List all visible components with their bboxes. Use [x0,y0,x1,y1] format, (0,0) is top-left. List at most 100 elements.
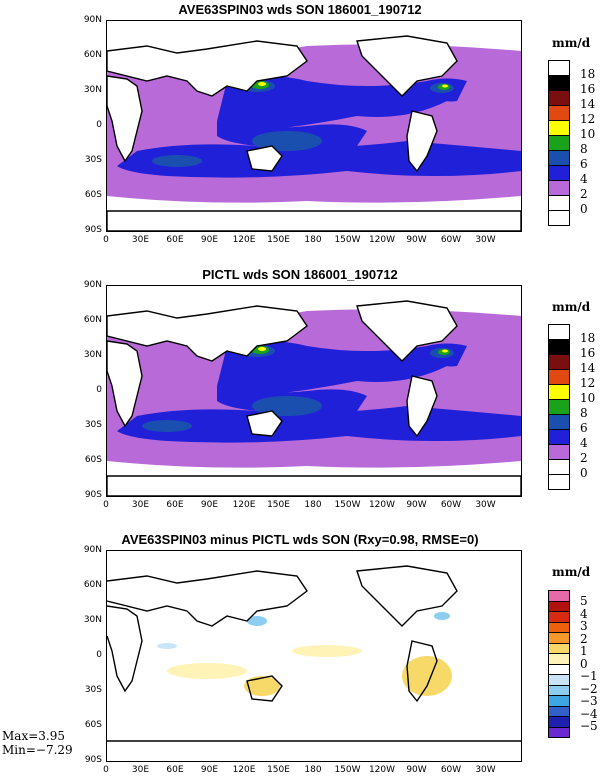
x-tick-label: 0 [103,235,109,245]
colorbar-label: 18 [580,67,596,81]
heatmap-difference [106,550,522,762]
colorbar-label: 2 [580,451,588,465]
colorbar-label: 16 [580,82,596,96]
y-tick-label: 0 [96,650,102,660]
x-tick-label: 180 [304,500,322,510]
y-tick-label: 90S [84,225,102,235]
x-tick-label: 150W [334,500,361,510]
x-tick-label: 120W [368,235,396,245]
y-tick-label: 30N [83,615,102,625]
colorbar-label: 14 [580,361,596,375]
colorbar-swatch [548,459,570,475]
colorbar-swatch [548,75,570,91]
x-tick-label: 90E [200,235,219,245]
x-tick-label: 60W [440,235,462,245]
x-tick-label: 60E [166,765,184,775]
y-tick-label: 90S [84,490,102,500]
y-tick-label: 30N [83,350,102,360]
colorbar-swatch [548,354,570,370]
colorbar-label: 4 [580,436,588,450]
colorbar-label: −3 [580,694,598,708]
x-tick-label: 120E [232,235,256,245]
colorbar-swatch [548,165,570,181]
x-tick-label: 90W [406,500,427,510]
x-tick-label: 90W [406,765,427,775]
colorbar-swatch [548,90,570,106]
colorbar-label: 5 [580,594,588,608]
colorbar-label: 0 [580,202,588,216]
y-tick-label: 30S [84,420,102,430]
colorbar-label: 4 [580,606,588,621]
colorbar-units: mm/d [552,300,591,314]
x-tick-label: 60E [166,500,184,510]
colorbar-swatch [548,60,570,76]
y-tick-label: 30S [84,685,102,695]
colorbar-label: 8 [580,406,588,420]
y-tick-label: 60N [83,50,102,60]
x-tick-label: 60W [440,765,462,775]
x-tick-label: 30E [131,235,150,245]
colorbar-swatch [548,444,570,460]
y-tick-label: 90S [84,755,102,765]
colorbar-swatch [548,369,570,385]
y-tick-label: 30S [84,155,102,165]
x-tick-label: 90W [406,235,427,245]
colorbar-label: −4 [580,706,598,721]
colorbar-label: 0 [580,466,588,480]
colorbar-units: mm/d [552,36,591,50]
x-tick-label: 30W [475,765,496,775]
colorbar-swatch [548,474,570,490]
x-tick-label: 120E [232,765,256,775]
colorbar-label: −1 [580,669,598,683]
y-tick-label: 90N [83,280,102,290]
colorbar-label: 2 [580,631,588,646]
x-tick-label: 90E [200,500,219,510]
x-tick-label: 150E [267,765,290,775]
y-tick-label: 30N [83,85,102,95]
colorbar-swatch [548,339,570,355]
x-tick-label: 180 [304,765,322,775]
colorbar-label: 16 [580,346,596,360]
colorbar-label: 6 [580,157,588,171]
colorbar-swatch [548,150,570,166]
colorbar-label: 12 [580,376,596,390]
colorbar-swatch [548,105,570,121]
colorbar-label: 4 [580,172,588,186]
y-tick-label: 90N [83,545,102,555]
colorbar-swatch [548,120,570,136]
x-tick-label: 150W [334,235,361,245]
colorbar-units: mm/d [552,565,591,579]
y-tick-label: 60N [83,315,102,325]
min-label: Min=−7.29 [2,743,73,757]
colorbar-swatch [548,726,570,738]
x-tick-label: 30E [131,500,150,510]
x-tick-label: 150E [267,500,290,510]
panel-title: AVE63SPIN03 wds SON 186001_190712 [178,2,422,17]
x-tick-label: 150W [334,765,361,775]
x-tick-label: 60E [166,235,184,245]
y-tick-label: 60S [84,190,102,200]
colorbar-label: 18 [580,331,596,345]
colorbar-label: 12 [580,112,596,126]
heatmap-pictl [106,285,522,497]
colorbar-swatch [548,135,570,151]
x-tick-label: 30W [475,500,496,510]
x-tick-label: 30W [475,235,496,245]
y-tick-label: 60S [84,720,102,730]
y-tick-label: 90N [83,15,102,25]
colorbar-label: 6 [580,421,588,435]
x-tick-label: 150E [267,235,290,245]
colorbar-label: 3 [580,619,588,633]
colorbar-swatch [548,399,570,415]
colorbar-label: 2 [580,187,588,201]
colorbar-swatch [548,384,570,400]
x-tick-label: 60W [440,500,462,510]
y-tick-label: 0 [96,120,102,130]
colorbar-swatch [548,210,570,226]
x-tick-label: 120W [368,500,396,510]
y-tick-label: 0 [96,385,102,395]
colorbar-label: 1 [580,644,588,658]
x-tick-label: 120E [232,500,256,510]
colorbar-label: 14 [580,97,596,111]
heatmap-ave63spin03 [106,20,522,232]
